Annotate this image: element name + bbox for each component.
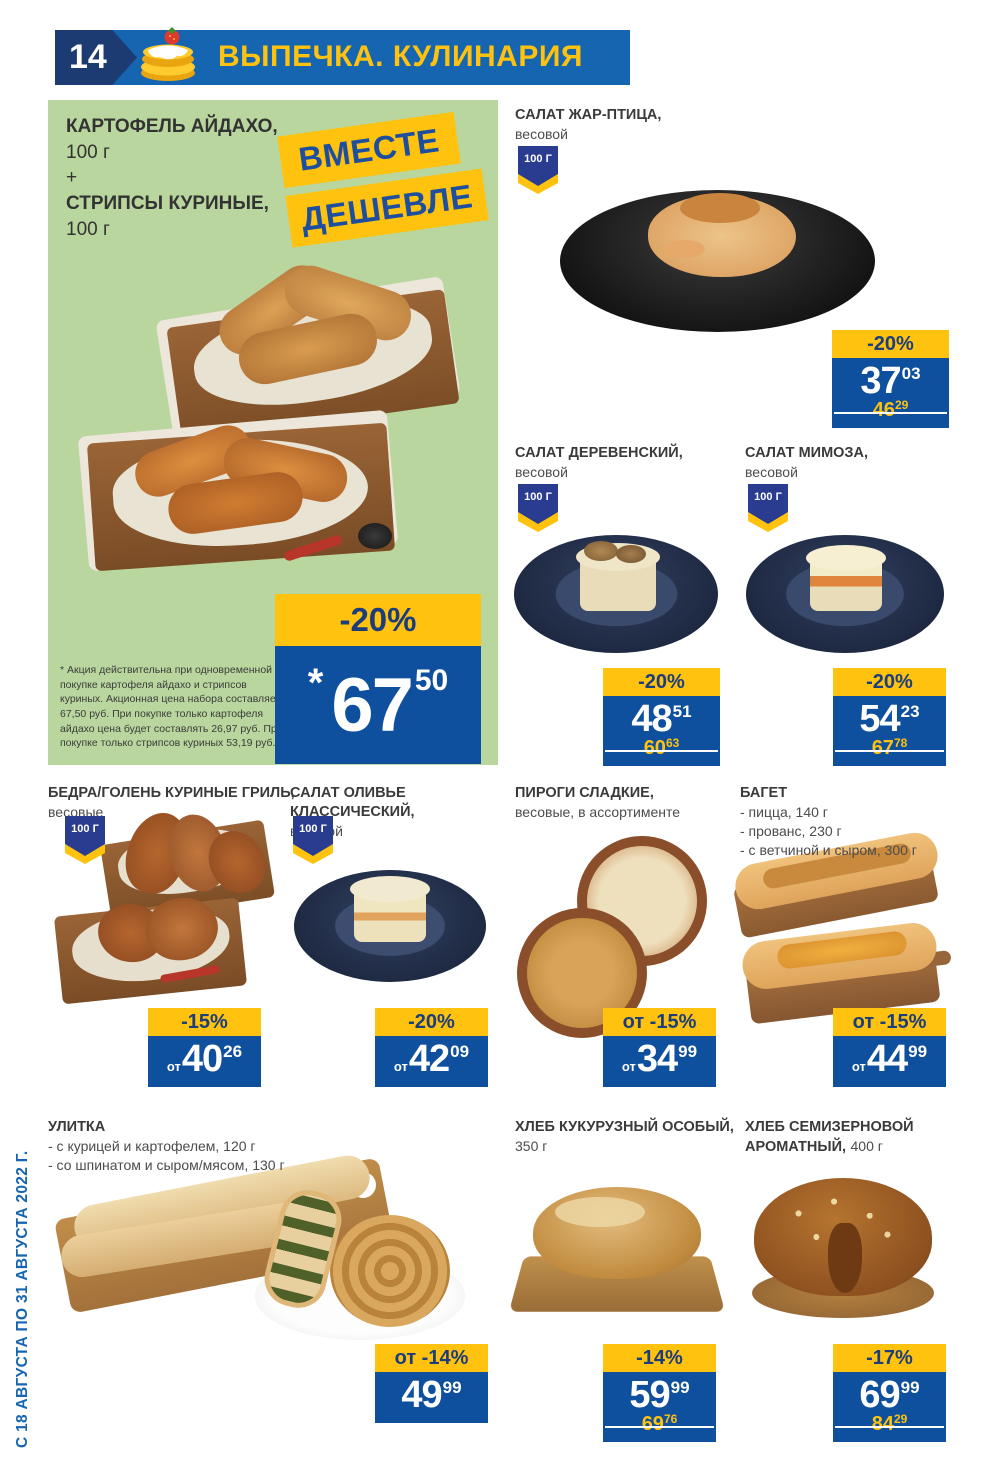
product-photo-pirogi: [515, 832, 715, 1038]
product-title-mimoza: САЛАТ МИМОЗА, весовой: [745, 445, 869, 480]
old-price: 8429: [833, 1412, 946, 1435]
product-photo-mimoza: [746, 525, 946, 655]
product-photo-baget: [731, 828, 952, 1025]
promo-disclaimer: * Акция действительна при одновременной …: [60, 663, 283, 750]
product-photo-ulitka: [50, 1151, 470, 1350]
product-photo-derevensky: [514, 525, 720, 655]
promo-title: КАРТОФЕЛЬ АЙДАХО, 100 г + СТРИПСЫ КУРИНЫ…: [66, 114, 278, 242]
product-title-pirogi: ПИРОГИ СЛАДКИЕ, весовые, в ассортименте: [515, 785, 681, 820]
old-price: 6778: [833, 736, 946, 759]
product-title-bedra: БЕДРА/ГОЛЕНЬ КУРИНЫЕ ГРИЛЬ, весовые: [48, 785, 295, 820]
discount-label: -20%: [832, 330, 949, 358]
unit-badge-100g: 100 Г: [290, 816, 336, 868]
product-photo-hleb-kukuruzny: [508, 1175, 726, 1325]
discount-label: -20%: [375, 1008, 488, 1036]
date-range: С 18 АВГУСТА ПО 31 АВГУСТА 2022 Г.: [14, 1150, 31, 1448]
promo-photo: [73, 255, 493, 593]
old-price: 4629: [832, 398, 949, 421]
asterisk-mark: *: [307, 660, 324, 705]
discount-label: -20%: [603, 668, 720, 696]
price-badge-hleb-semizernovoy: -17% 6999 8429: [833, 1344, 946, 1442]
discount-label: от -15%: [603, 1008, 716, 1036]
unit-badge-100g: 100 Г: [745, 484, 791, 536]
promo-product2: СТРИПСЫ КУРИНЫЕ,: [66, 192, 269, 214]
unit-badge-100g: 100 Г: [62, 816, 108, 868]
promo-price-kopecks: 50: [414, 664, 449, 697]
product-photo-zhar-ptitsa: [560, 185, 880, 335]
product-title-zhar-ptitsa: САЛАТ ЖАР-ПТИЦА, весовой: [515, 107, 662, 142]
price-value: от4499: [833, 1036, 946, 1087]
price-badge-hleb-kukuruzny: -14% 5999 6976: [603, 1344, 716, 1442]
product-photo-hleb-semizernovoy: [748, 1168, 943, 1328]
old-price: 6063: [603, 736, 720, 759]
discount-label: -20%: [833, 668, 946, 696]
discount-label: от -15%: [833, 1008, 946, 1036]
product-title-hleb-kukuruzny: ХЛЕБ КУКУРУЗНЫЙ ОСОБЫЙ, 350 г: [515, 1119, 734, 1154]
price-badge-olivye: -20% от4209: [375, 1008, 488, 1087]
price-value: 4851 6063: [603, 696, 720, 766]
price-badge-zhar-ptitsa: -20% 3703 4629: [832, 330, 949, 428]
product-title-derevensky: САЛАТ ДЕРЕВЕНСКИЙ, весовой: [515, 445, 683, 480]
product-photo-olivye: [294, 862, 489, 987]
price-value: от3499: [603, 1036, 716, 1087]
price-badge-ulitka: от -14% 4999: [375, 1344, 488, 1423]
price-value: 5423 6778: [833, 696, 946, 766]
price-badge-mimoza: -20% 5423 6778: [833, 668, 946, 766]
unit-badge-100g: 100 Г: [515, 146, 561, 198]
discount-label: -17%: [833, 1344, 946, 1372]
promo-product2-qty: 100 г: [66, 218, 110, 240]
price-badge-derevensky: -20% 4851 6063: [603, 668, 720, 766]
promo-discount-label: -20%: [275, 594, 481, 646]
pancakes-icon: [134, 24, 200, 89]
old-price: 6976: [603, 1412, 716, 1435]
discount-label: от -14%: [375, 1344, 488, 1372]
promo-price-rubles: 67: [331, 662, 414, 748]
price-value: 3703 4629: [832, 358, 949, 428]
section-title: ВЫПЕЧКА. КУЛИНАРИЯ: [218, 40, 583, 73]
price-badge-pirogi: от -15% от3499: [603, 1008, 716, 1087]
promo-plus: +: [66, 167, 78, 189]
price-badge-baget: от -15% от4499: [833, 1008, 946, 1087]
promo-price-value: * 67 50: [275, 646, 481, 764]
price-value: 4999: [375, 1372, 488, 1423]
price-value: 6999 8429: [833, 1372, 946, 1442]
promo-product1-qty: 100 г: [66, 141, 110, 163]
price-badge-bedra: -15% от4026: [148, 1008, 261, 1087]
price-value: от4209: [375, 1036, 488, 1087]
unit-badge-100g: 100 Г: [515, 484, 561, 536]
product-title-baget: БАГЕТ - пицца, 140 г - прованс, 230 г - …: [740, 785, 917, 858]
promo-price-badge: -20% * 67 50: [275, 594, 481, 764]
discount-label: -15%: [148, 1008, 261, 1036]
promo-product1: КАРТОФЕЛЬ АЙДАХО,: [66, 116, 278, 137]
promo-card-bundle: КАРТОФЕЛЬ АЙДАХО, 100 г + СТРИПСЫ КУРИНЫ…: [48, 100, 498, 765]
price-value: 5999 6976: [603, 1372, 716, 1442]
price-value: от4026: [148, 1036, 261, 1087]
product-title-ulitka: УЛИТКА - с курицей и картофелем, 120 г -…: [48, 1119, 285, 1173]
discount-label: -14%: [603, 1344, 716, 1372]
product-title-hleb-semizernovoy: ХЛЕБ СЕМИЗЕРНОВОЙ АРОМАТНЫЙ, 400 г: [745, 1119, 914, 1155]
